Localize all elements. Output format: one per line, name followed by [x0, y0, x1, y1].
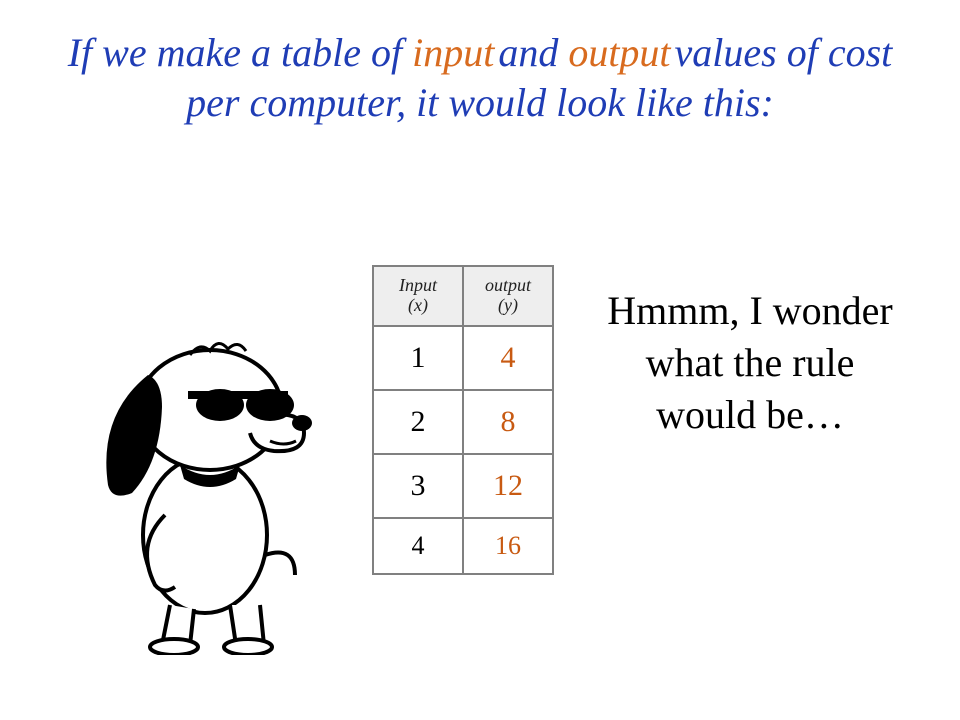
table-header-input-l2: (x) [408, 295, 428, 315]
table-header-output-l2: (y) [498, 295, 518, 315]
cell-x-3: 3 [373, 454, 463, 518]
table-header-input: Input (x) [373, 266, 463, 326]
cell-y-3: 12 [463, 454, 553, 518]
cell-x-2: 2 [373, 390, 463, 454]
table-header-input-l1: Input [399, 275, 437, 295]
thought-text: Hmmm, I wonder what the rule would be… [600, 285, 900, 441]
heading-seg-input: input [412, 30, 494, 75]
heading-seg-output: output [568, 30, 670, 75]
table-header-output-l1: output [485, 275, 531, 295]
cell-y-4: 16 [463, 518, 553, 574]
cartoon-dog-icon [70, 305, 320, 655]
cell-y-2: 8 [463, 390, 553, 454]
table-row: 4 16 [373, 518, 553, 574]
cell-x-4: 4 [373, 518, 463, 574]
table-row: 1 4 [373, 326, 553, 390]
table-header-output: output (y) [463, 266, 553, 326]
table-row: 3 12 [373, 454, 553, 518]
table-row: 2 8 [373, 390, 553, 454]
heading-seg-3: and [498, 30, 568, 75]
slide-heading: If we make a table of input and output v… [60, 28, 900, 128]
cell-x-1: 1 [373, 326, 463, 390]
cell-y-1: 4 [463, 326, 553, 390]
table-header-row: Input (x) output (y) [373, 266, 553, 326]
heading-seg-1: If we make a table of [68, 30, 412, 75]
slide: If we make a table of input and output v… [0, 0, 960, 720]
content-area: Input (x) output (y) 1 4 2 8 [0, 265, 960, 695]
input-output-table: Input (x) output (y) 1 4 2 8 [372, 265, 554, 575]
